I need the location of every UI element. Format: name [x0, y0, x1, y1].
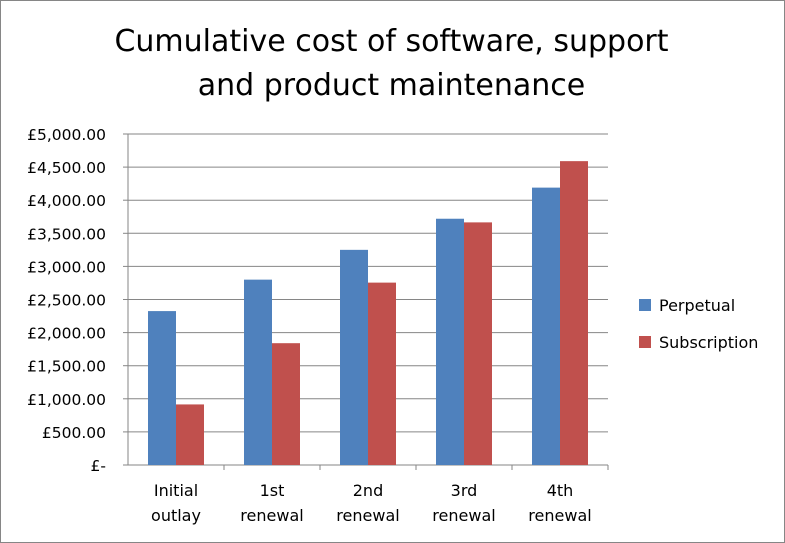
bar-perpetual: [148, 311, 176, 465]
x-tick-label: renewal: [432, 506, 495, 525]
legend-swatch-perpetual: [639, 299, 651, 311]
x-tick-label: 4th: [547, 481, 574, 500]
bar-perpetual: [244, 279, 272, 465]
y-tick-label: £3,500.00: [27, 225, 106, 243]
legend-label-subscription: Subscription: [659, 333, 758, 352]
chart-title-line-2: and product maintenance: [197, 68, 586, 103]
x-tick-label: 1st: [260, 481, 285, 500]
chart-title-line-1: Cumulative cost of software, support: [114, 24, 669, 59]
y-tick-label: £1,500.00: [27, 358, 106, 376]
y-tick-label: £2,500.00: [27, 292, 106, 310]
x-tick-label: renewal: [336, 506, 399, 525]
bar-perpetual: [532, 187, 560, 465]
y-tick-label: £5,000.00: [27, 126, 106, 144]
y-tick-label: £2,000.00: [27, 325, 106, 343]
bar-subscription: [560, 161, 588, 465]
x-tick-label: 3rd: [451, 481, 478, 500]
y-tick-label: £4,000.00: [27, 192, 106, 210]
y-tick-label: £3,000.00: [27, 258, 106, 276]
bar-subscription: [272, 343, 300, 465]
x-tick-label: renewal: [240, 506, 303, 525]
y-tick-label: £-: [91, 457, 106, 475]
x-tick-label: outlay: [151, 506, 201, 525]
chart-title: Cumulative cost of software, support and…: [0, 20, 783, 108]
x-tick-label: 2nd: [353, 481, 383, 500]
legend-swatch-subscription: [639, 336, 651, 348]
x-tick-label: renewal: [528, 506, 591, 525]
bar-subscription: [368, 282, 396, 465]
bar-subscription: [176, 404, 204, 465]
bar-perpetual: [436, 218, 464, 465]
y-tick-label: £4,500.00: [27, 159, 106, 177]
legend-label-perpetual: Perpetual: [659, 296, 735, 315]
bar-subscription: [464, 222, 492, 465]
y-tick-label: £500.00: [42, 424, 106, 442]
y-tick-label: £1,000.00: [27, 391, 106, 409]
bar-perpetual: [340, 249, 368, 465]
x-tick-label: Initial: [154, 481, 198, 500]
